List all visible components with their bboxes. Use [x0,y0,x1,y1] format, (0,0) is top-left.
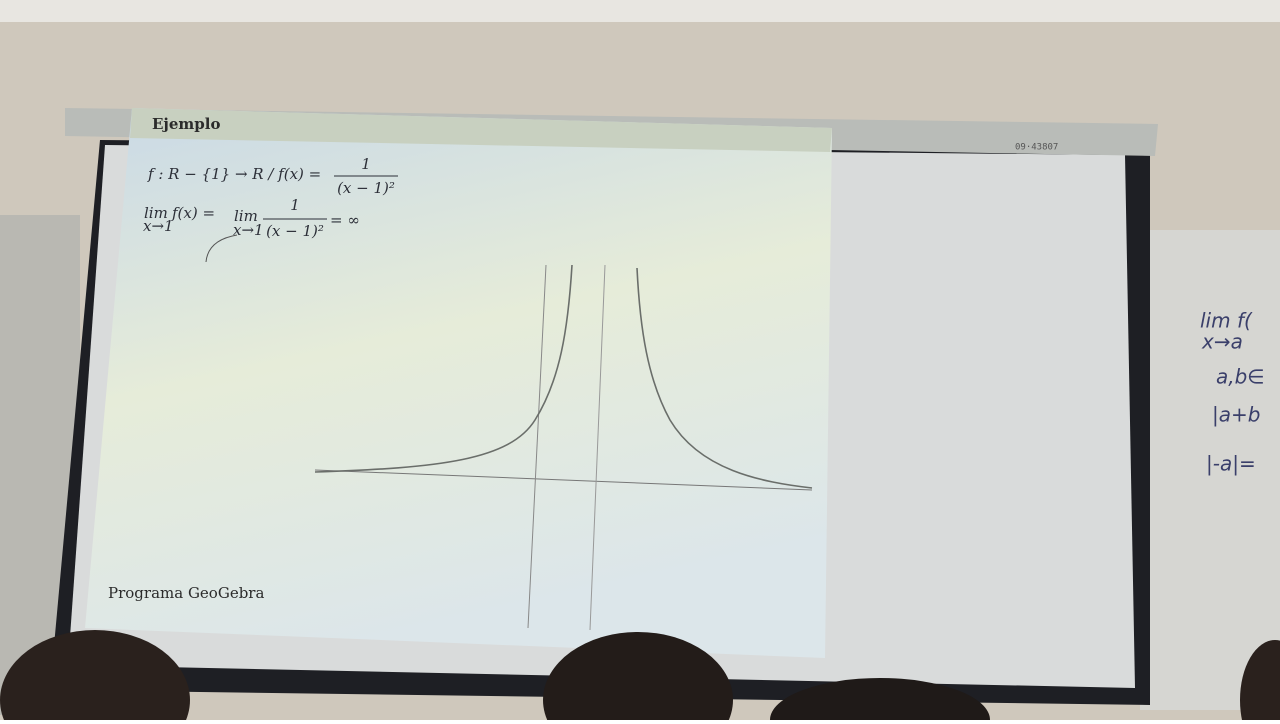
head [770,678,990,724]
head [543,632,733,724]
formula-numerator: 1 [290,196,300,214]
curve-right [636,267,813,489]
slide [85,108,832,658]
formula-denominator: (x − 1)² [337,179,395,197]
formula-mid: f(x) = [171,204,215,222]
formula-numerator: 1 [361,155,371,173]
head [1240,640,1280,724]
slide-title: Ejemplo [152,115,220,133]
head [0,630,190,724]
lim-sub: x→1 [233,221,264,239]
y-axis [527,264,547,629]
x-axis [314,469,813,491]
handwriting: |a+b [1212,403,1260,427]
title-bar [130,108,832,152]
ceiling [0,0,1280,22]
handwriting: x→a [1201,330,1243,354]
formula-denominator: (x − 1)² [266,222,324,240]
whiteboard [1140,230,1280,710]
lim: lim [144,204,168,222]
lim-sub: x→1 [143,217,174,235]
curve-left [314,264,573,473]
screen-label: 09·43807 [1015,143,1058,153]
formula-result: = ∞ [330,211,360,229]
lim: lim [234,207,258,225]
formula-lhs: f : R − {1} → R / f(x) = [147,165,321,183]
pen-stroke [205,234,238,263]
handwriting: |-a|= [1206,452,1256,476]
asymptote [589,264,606,631]
footer: Programa GeoGebra [108,584,264,602]
handwriting: lim f( [1200,309,1253,333]
handwriting: a,b∈ [1216,365,1265,389]
